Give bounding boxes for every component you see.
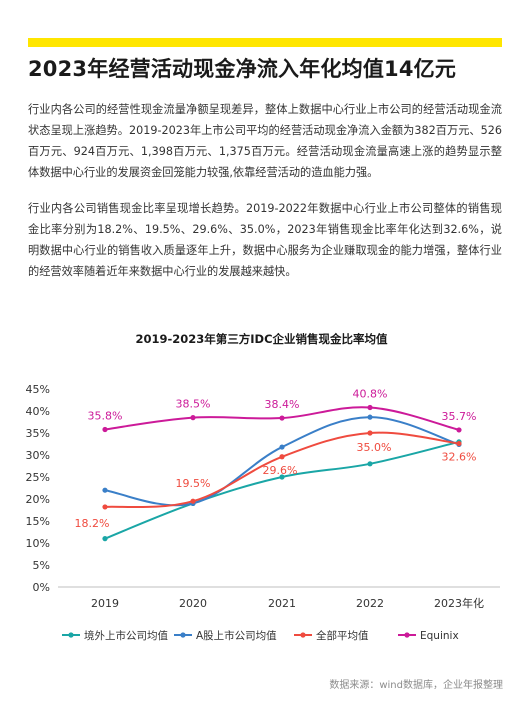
paragraph-cash-flow: 行业内各公司的经营性现金流量净额呈现差异，整体上数据中心行业上市公司的经营活动现…: [28, 103, 502, 179]
data-source-note: 数据来源：wind数据库，企业年报整理: [329, 680, 503, 691]
data-label: 40.8%: [353, 387, 388, 400]
series-line-1: [104, 416, 460, 507]
y-tick-label: 35%: [26, 427, 50, 440]
x-tick-label: 2021: [268, 597, 296, 610]
x-tick-label: 2019: [91, 597, 119, 610]
y-tick-label: 15%: [26, 515, 50, 528]
series-point-2: [367, 430, 373, 436]
y-tick-label: 30%: [26, 449, 50, 462]
y-tick-label: 45%: [26, 383, 50, 396]
series-point-3: [190, 415, 196, 421]
page-title: 2023年经营活动现金净流入年化均值14亿元: [28, 57, 457, 81]
legend-swatch-dot: [68, 632, 74, 638]
series-point-2: [279, 454, 285, 460]
y-tick-label: 10%: [26, 537, 50, 550]
data-label: 38.5%: [176, 398, 211, 411]
data-label: 18.2%: [75, 517, 110, 530]
series-point-3: [102, 426, 108, 433]
series-point-0: [102, 536, 108, 542]
y-tick-label: 20%: [26, 493, 50, 506]
series-point-0: [279, 474, 285, 480]
y-tick-label: 0%: [33, 581, 50, 594]
data-label: 35.7%: [442, 410, 477, 423]
series-point-3: [279, 415, 285, 421]
legend-label: 境外上市公司均值: [84, 629, 168, 642]
legend-label: A股上市公司均值: [196, 629, 277, 642]
data-label: 32.6%: [442, 451, 477, 464]
series-point-2: [190, 498, 196, 504]
data-label: 29.6%: [263, 464, 298, 477]
series-point-0: [367, 461, 373, 467]
data-label: 35.0%: [357, 441, 392, 454]
x-tick-label: 2022: [356, 597, 384, 610]
chart-title: 2019-2023年第三方IDC企业销售现金比率均值: [135, 332, 388, 346]
y-tick-label: 25%: [26, 471, 50, 484]
series-point-1: [367, 414, 373, 420]
y-tick-label: 5%: [33, 559, 50, 572]
legend-label: Equinix: [420, 630, 459, 642]
legend-swatch-dot: [404, 632, 410, 638]
series-point-2: [102, 504, 108, 510]
y-tick-label: 40%: [26, 405, 50, 418]
series-point-3: [367, 404, 373, 411]
legend-swatch-dot: [180, 632, 186, 638]
accent-bar: [28, 38, 502, 47]
series-point-1: [102, 487, 108, 493]
x-tick-label: 2023年化: [434, 596, 484, 610]
series-point-2: [456, 440, 462, 447]
data-label: 38.4%: [265, 398, 300, 411]
series-point-3: [456, 427, 462, 433]
series-point-1: [279, 444, 285, 450]
data-label: 19.5%: [176, 477, 211, 490]
legend-label: 全部平均值: [316, 629, 369, 642]
sales-cash-ratio-line-chart: 0% 5% 10% 15% 20% 25% 30% 35% 40% 45% 2019 2020 2021…: [26, 383, 500, 642]
x-tick-label: 2020: [179, 597, 207, 610]
legend-swatch-dot: [300, 632, 306, 638]
paragraph-sales-cash-ratio: 行业内各公司销售现金比率呈现增长趋势。2019-2022年数据中心行业上市公司整…: [28, 202, 502, 278]
data-label: 35.8%: [88, 409, 123, 422]
